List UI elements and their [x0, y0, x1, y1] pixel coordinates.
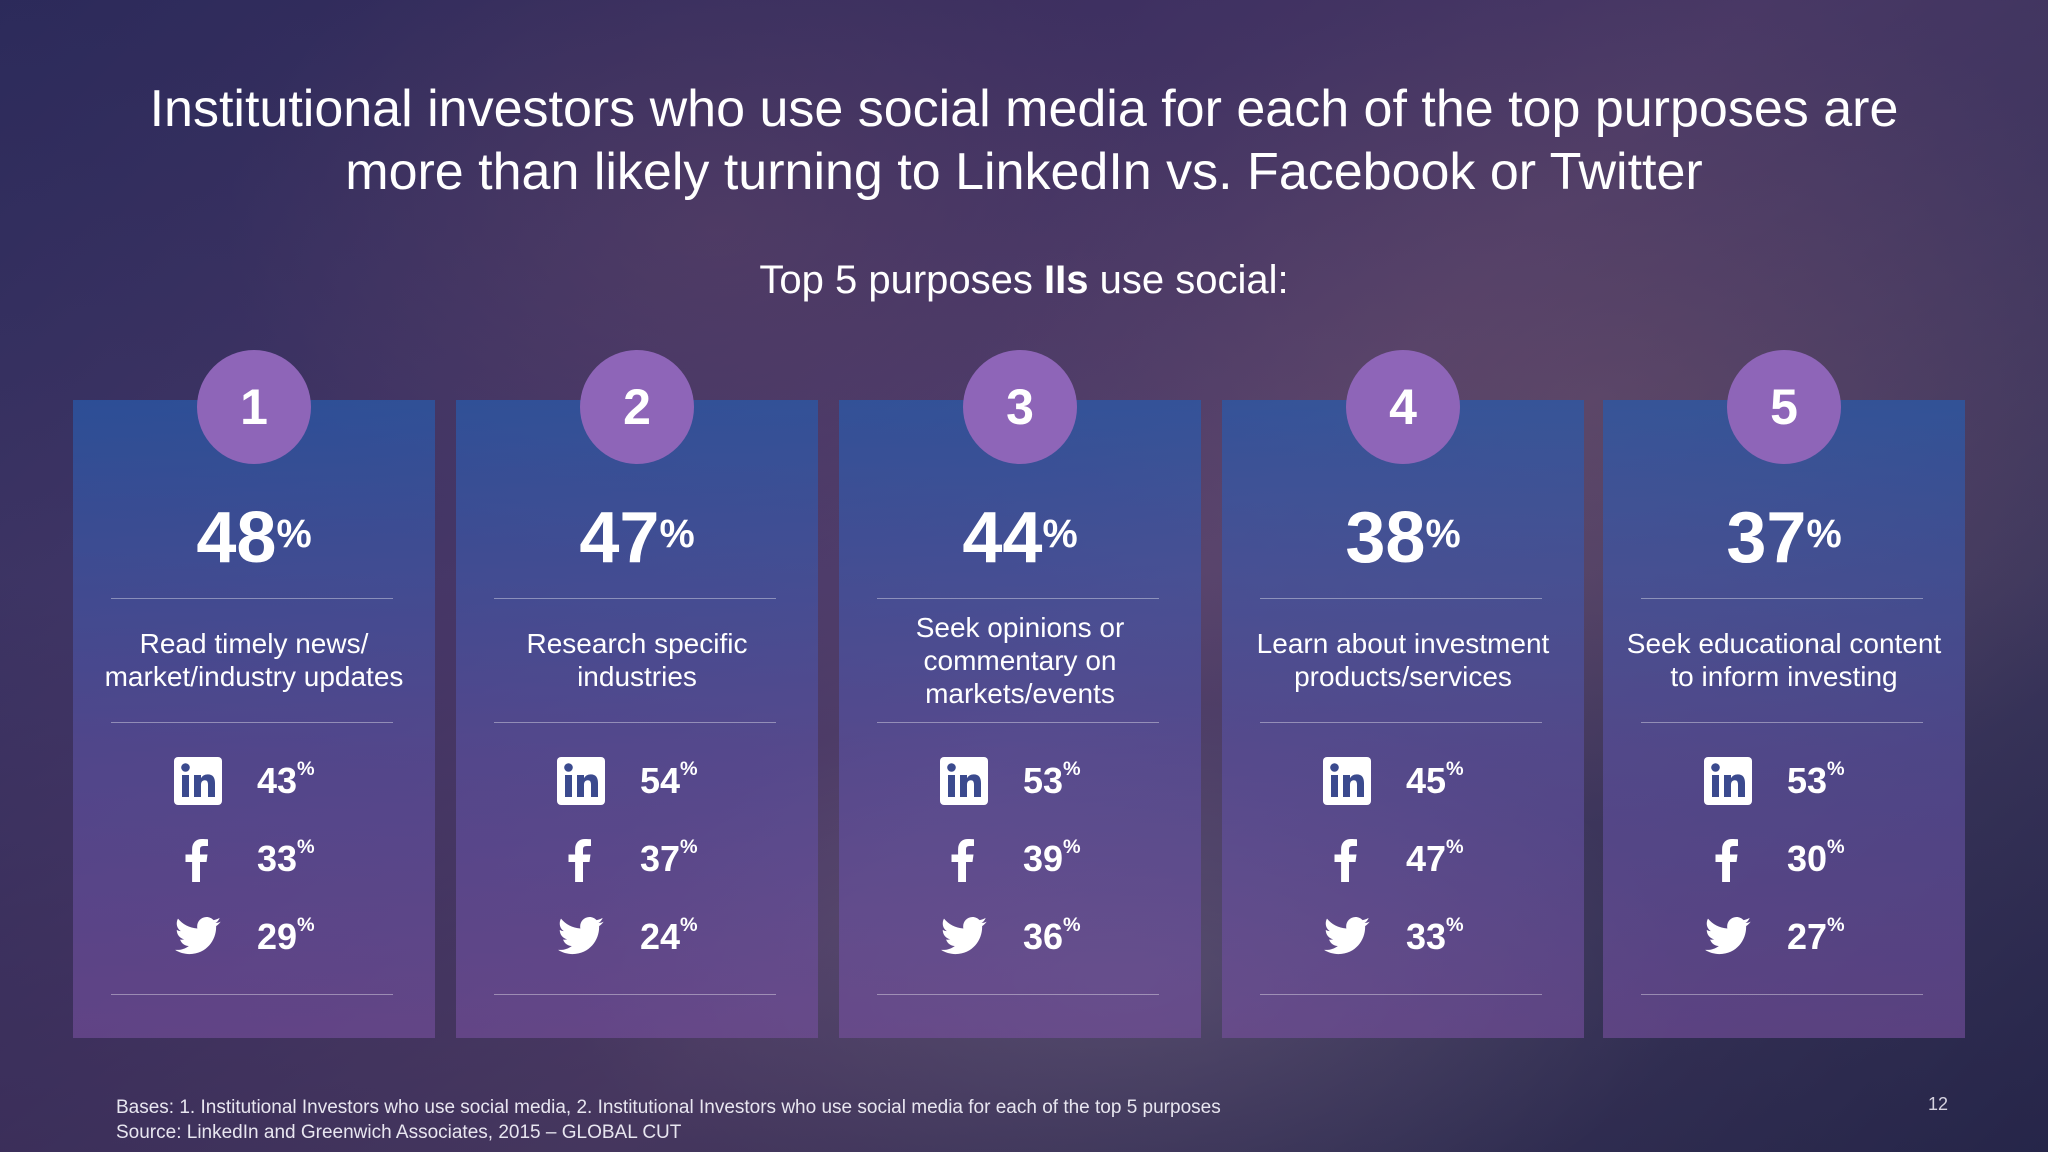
- facebook-row: 37%: [556, 833, 796, 885]
- twitter-row: 27%: [1703, 911, 1943, 963]
- linkedin-percent: 45%: [1406, 758, 1464, 801]
- rank-badge: 5: [1727, 350, 1841, 464]
- linkedin-icon: [939, 756, 989, 806]
- purpose-card: 4 38% Learn about investment products/se…: [1222, 350, 1584, 1038]
- twitter-icon: [939, 912, 989, 962]
- facebook-icon: [1322, 834, 1372, 884]
- footnote-source: Source: LinkedIn and Greenwich Associate…: [116, 1122, 682, 1143]
- twitter-icon: [173, 912, 223, 962]
- divider: [1260, 994, 1542, 995]
- usage-percent: 44%: [962, 498, 1078, 578]
- linkedin-row: 53%: [939, 755, 1179, 807]
- usage-percent: 47%: [579, 498, 695, 578]
- divider: [494, 722, 776, 723]
- platform-breakdown: 54% 37% 24%: [556, 755, 796, 989]
- linkedin-row: 43%: [173, 755, 413, 807]
- facebook-icon: [939, 834, 989, 884]
- purpose-card: 2 47% Research specific industries 54% 3…: [456, 350, 818, 1038]
- subtitle-text: Top 5 purposes: [759, 258, 1045, 302]
- twitter-row: 29%: [173, 911, 413, 963]
- rank-badge: 1: [197, 350, 311, 464]
- facebook-icon: [556, 834, 606, 884]
- twitter-percent: 36%: [1023, 914, 1081, 957]
- twitter-row: 36%: [939, 911, 1179, 963]
- divider: [1260, 722, 1542, 723]
- divider: [877, 722, 1159, 723]
- facebook-row: 30%: [1703, 833, 1943, 885]
- facebook-percent: 33%: [257, 836, 315, 879]
- usage-percent: 48%: [196, 498, 312, 578]
- subtitle-bold: IIs: [1044, 258, 1089, 302]
- linkedin-percent: 54%: [640, 758, 698, 801]
- linkedin-row: 54%: [556, 755, 796, 807]
- rank-badge: 2: [580, 350, 694, 464]
- divider: [111, 994, 393, 995]
- platform-breakdown: 53% 39% 36%: [939, 755, 1179, 989]
- twitter-percent: 29%: [257, 914, 315, 957]
- page-title: Institutional investors who use social m…: [100, 78, 1948, 204]
- divider: [1641, 598, 1923, 599]
- facebook-percent: 30%: [1787, 836, 1845, 879]
- twitter-icon: [556, 912, 606, 962]
- divider: [494, 994, 776, 995]
- facebook-icon: [1703, 834, 1753, 884]
- twitter-row: 33%: [1322, 911, 1562, 963]
- section-subtitle: Top 5 purposes IIs use social:: [0, 255, 2048, 305]
- page-number: 12: [1928, 1094, 1949, 1114]
- linkedin-percent: 53%: [1023, 758, 1081, 801]
- purpose-label: Seek opinions or commentary on markets/e…: [915, 611, 1125, 709]
- rank-badge: 4: [1346, 350, 1460, 464]
- platform-breakdown: 53% 30% 27%: [1703, 755, 1943, 989]
- linkedin-percent: 53%: [1787, 758, 1845, 801]
- footnote-bases: Bases: 1. Institutional Investors who us…: [116, 1097, 1221, 1118]
- facebook-percent: 37%: [640, 836, 698, 879]
- facebook-row: 39%: [939, 833, 1179, 885]
- purpose-label: Research specific industries: [526, 628, 748, 692]
- twitter-icon: [1703, 912, 1753, 962]
- facebook-percent: 39%: [1023, 836, 1081, 879]
- purpose-label: Read timely news/ market/industry update…: [104, 628, 404, 692]
- platform-breakdown: 43% 33% 29%: [173, 755, 413, 989]
- linkedin-percent: 43%: [257, 758, 315, 801]
- usage-percent: 38%: [1345, 498, 1461, 578]
- facebook-row: 33%: [173, 833, 413, 885]
- divider: [111, 598, 393, 599]
- purpose-label: Seek educational content to inform inves…: [1626, 628, 1942, 692]
- purpose-cards: 1 48% Read timely news/ market/industry …: [73, 350, 1965, 1040]
- twitter-icon: [1322, 912, 1372, 962]
- linkedin-icon: [173, 756, 223, 806]
- purpose-label: Learn about investment products/services: [1256, 628, 1550, 692]
- divider: [111, 722, 393, 723]
- linkedin-row: 45%: [1322, 755, 1562, 807]
- linkedin-row: 53%: [1703, 755, 1943, 807]
- linkedin-icon: [1703, 756, 1753, 806]
- linkedin-icon: [1322, 756, 1372, 806]
- twitter-percent: 24%: [640, 914, 698, 957]
- purpose-card: 1 48% Read timely news/ market/industry …: [73, 350, 435, 1038]
- divider: [1641, 722, 1923, 723]
- divider: [877, 598, 1159, 599]
- usage-percent: 37%: [1726, 498, 1842, 578]
- footnote: Bases: 1. Institutional Investors who us…: [116, 1095, 1221, 1145]
- facebook-percent: 47%: [1406, 836, 1464, 879]
- twitter-percent: 33%: [1406, 914, 1464, 957]
- facebook-row: 47%: [1322, 833, 1562, 885]
- purpose-card: 3 44% Seek opinions or commentary on mar…: [839, 350, 1201, 1038]
- title-line-2: more than likely turning to LinkedIn vs.…: [345, 143, 1703, 201]
- divider: [1260, 598, 1542, 599]
- linkedin-icon: [556, 756, 606, 806]
- purpose-card: 5 37% Seek educational content to inform…: [1603, 350, 1965, 1038]
- platform-breakdown: 45% 47% 33%: [1322, 755, 1562, 989]
- rank-badge: 3: [963, 350, 1077, 464]
- divider: [1641, 994, 1923, 995]
- subtitle-text-end: use social:: [1088, 258, 1289, 302]
- facebook-icon: [173, 834, 223, 884]
- twitter-row: 24%: [556, 911, 796, 963]
- title-line-1: Institutional investors who use social m…: [149, 80, 1899, 138]
- twitter-percent: 27%: [1787, 914, 1845, 957]
- divider: [877, 994, 1159, 995]
- divider: [494, 598, 776, 599]
